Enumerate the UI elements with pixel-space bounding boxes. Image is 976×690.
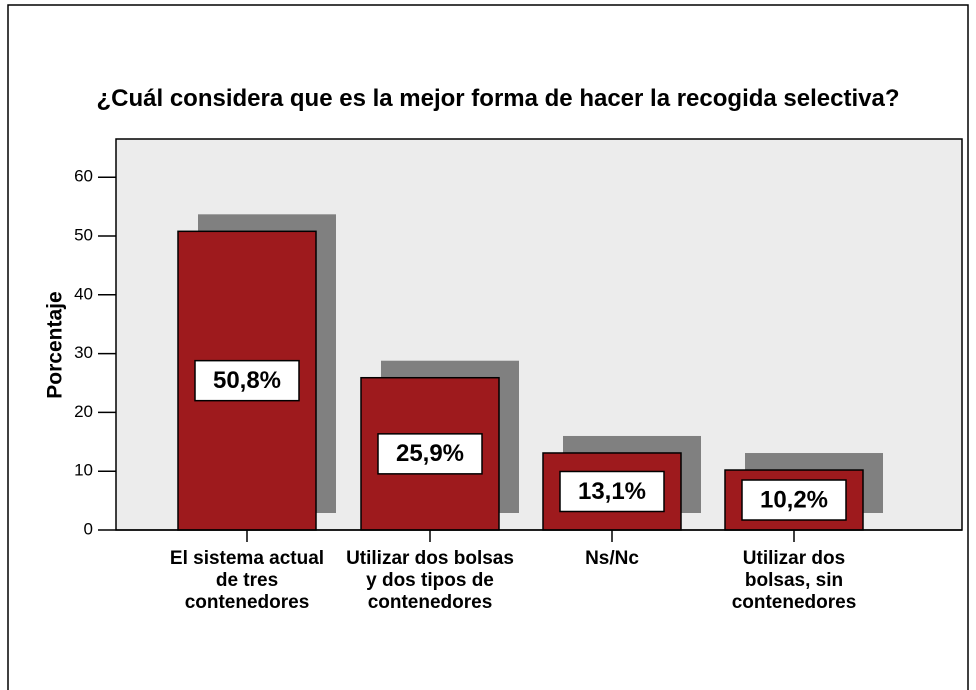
y-tick-label: 40 [74, 284, 93, 303]
value-label-box [741, 479, 847, 521]
x-tick-label: El sistema actual de tres contenedores [169, 548, 325, 613]
y-tick-label: 30 [74, 343, 93, 362]
value-label-box [377, 433, 483, 475]
x-tick-label: Ns/Nc [585, 548, 639, 569]
value-label: 10,2% [760, 486, 828, 513]
x-tick-label: Utilizar dos bolsas, sin contenedores [731, 548, 857, 613]
value-label: 13,1% [578, 478, 646, 505]
y-tick-label: 50 [74, 225, 93, 244]
value-label: 50,8% [213, 367, 281, 394]
y-tick-label: 60 [74, 167, 93, 186]
y-axis-label: Porcentaje [44, 291, 67, 398]
y-tick-label: 10 [74, 461, 93, 480]
frame [7, 4, 969, 690]
y-tick-label: 20 [74, 402, 93, 421]
x-tick-label: Utilizar dos bolsas y dos tipos de conte… [346, 548, 514, 613]
y-tick-label: 0 [84, 519, 93, 538]
value-label-box [194, 359, 300, 402]
value-label: 25,9% [396, 440, 464, 467]
chart-title: ¿Cuál considera que es la mejor forma de… [96, 85, 900, 112]
value-label-box [559, 470, 665, 513]
